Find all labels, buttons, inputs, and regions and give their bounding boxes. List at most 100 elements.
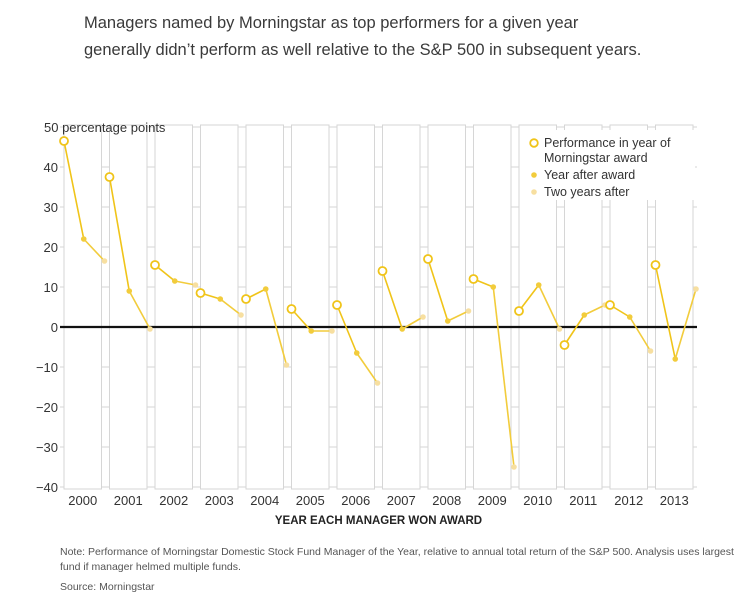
chart-title: Managers named by Morningstar as top per… [84,14,642,59]
year-band-2001 [109,124,148,490]
y-tick-label-2: 30 [44,200,58,215]
point-year-after-2005 [308,328,315,334]
point-year-after-2010 [535,282,542,288]
segment-after-2012 [629,316,652,352]
legend-year-after-marker [531,172,537,178]
point-year-after-2000 [80,236,87,242]
chart-note: Note: Performance of Morningstar Domesti… [60,546,734,573]
point-award-2013 [650,260,661,270]
x-tick-label-2011: 2011 [569,493,597,508]
point-year-after-2003 [217,296,224,302]
y-tick-label-8: −30 [36,440,58,455]
y-tick-label-1: 40 [44,160,58,175]
legend-background [520,130,695,200]
point-two-years-2002 [192,282,199,288]
point-year-after-2012 [626,314,633,320]
x-tick-label-2008: 2008 [432,493,461,508]
point-two-years-2013 [693,286,699,292]
segment-after-2006 [356,352,379,384]
x-tick-label-2013: 2013 [660,493,689,508]
year-band-2004 [245,124,284,490]
segment-after-2010 [538,284,561,330]
chart-source: Source: Morningstar [60,581,155,593]
point-award-2011 [559,340,570,350]
point-two-years-2005 [329,328,335,334]
y-tick-label-3: 20 [44,240,58,255]
point-award-2007 [377,266,388,276]
y-tick-label-5: 0 [51,320,58,335]
point-award-2010 [514,306,524,316]
chart-area: 50 percentage points 40 30 20 10 0 −10 −20 −30 −4… [36,120,699,527]
year-band-2007 [382,124,421,490]
segment-after-2011 [583,304,606,316]
point-award-2009 [468,274,479,284]
y-tick-label-6: −10 [36,360,58,375]
legend-two-years-marker [531,189,537,195]
point-award-2004 [241,294,251,304]
segment-after-2000 [83,238,106,262]
point-year-after-2011 [581,312,588,318]
point-two-years-2004 [283,362,290,368]
segment-award-2013 [654,264,677,360]
segment-award-2011 [563,314,585,346]
point-year-after-2013 [672,356,679,362]
point-two-years-2008 [465,308,472,314]
x-tick-label-2001: 2001 [114,493,143,508]
legend-award-label-line2: Morningstar award [544,151,648,165]
segment-after-2002 [174,280,196,286]
point-award-2006 [332,300,342,310]
point-award-2000 [59,136,69,146]
year-band-2000 [63,124,102,490]
y-tick-label-7: −20 [36,400,58,415]
point-two-years-2010 [556,326,563,332]
x-tick-label-2003: 2003 [205,493,234,508]
point-award-2012 [605,300,615,310]
segment-after-2007 [401,316,424,330]
legend-award-label-line1: Performance in year of [544,136,671,150]
year-band-2008 [427,124,466,490]
series-lines [63,140,697,468]
point-year-after-2007 [399,326,406,332]
x-tick-label-2002: 2002 [159,493,188,508]
segment-after-2013 [674,288,697,360]
data-points [59,136,699,470]
x-tick-label-2004: 2004 [250,493,279,508]
point-year-after-2004 [262,286,269,292]
segment-award-2005 [290,308,312,332]
segment-after-2001 [128,290,151,330]
legend-year-after-label: Year after award [544,168,635,182]
year-band-2003 [200,124,239,490]
x-tick-label-2006: 2006 [341,493,370,508]
x-tick-label-2007: 2007 [387,493,416,508]
segment-after-2008 [447,310,469,322]
x-tick-label-2000: 2000 [68,493,97,508]
x-tick-label-2012: 2012 [614,493,643,508]
segment-after-2003 [219,298,242,316]
point-year-after-2006 [353,350,360,356]
segment-award-2008 [427,258,449,322]
legend-two-years-label: Two years after [544,185,629,199]
year-band-2009 [473,124,512,490]
legend-award-marker [529,138,539,148]
segment-after-2009 [492,286,515,468]
x-tick-label-2009: 2009 [478,493,507,508]
point-award-2005 [286,304,297,314]
point-two-years-2009 [511,464,517,470]
segment-award-2006 [336,304,358,354]
point-two-years-2006 [374,380,381,386]
segment-after-2004 [264,288,288,366]
point-two-years-2000 [101,258,108,264]
y-axis: 50 percentage points 40 30 20 10 0 −10 −20 −30 −4… [36,120,166,495]
point-year-after-2008 [444,318,451,324]
y-tick-label-4: 10 [44,280,58,295]
point-award-2003 [195,288,206,298]
point-two-years-2012 [647,348,654,354]
point-year-after-2001 [126,288,133,294]
y-tick-label-0: 50 percentage points [44,120,166,135]
point-award-2001 [104,172,115,182]
point-award-2008 [423,254,433,264]
point-year-after-2002 [171,278,178,284]
x-tick-label-2005: 2005 [296,493,325,508]
segment-award-2001 [108,176,131,292]
y-tick-label-9: −40 [36,480,58,495]
